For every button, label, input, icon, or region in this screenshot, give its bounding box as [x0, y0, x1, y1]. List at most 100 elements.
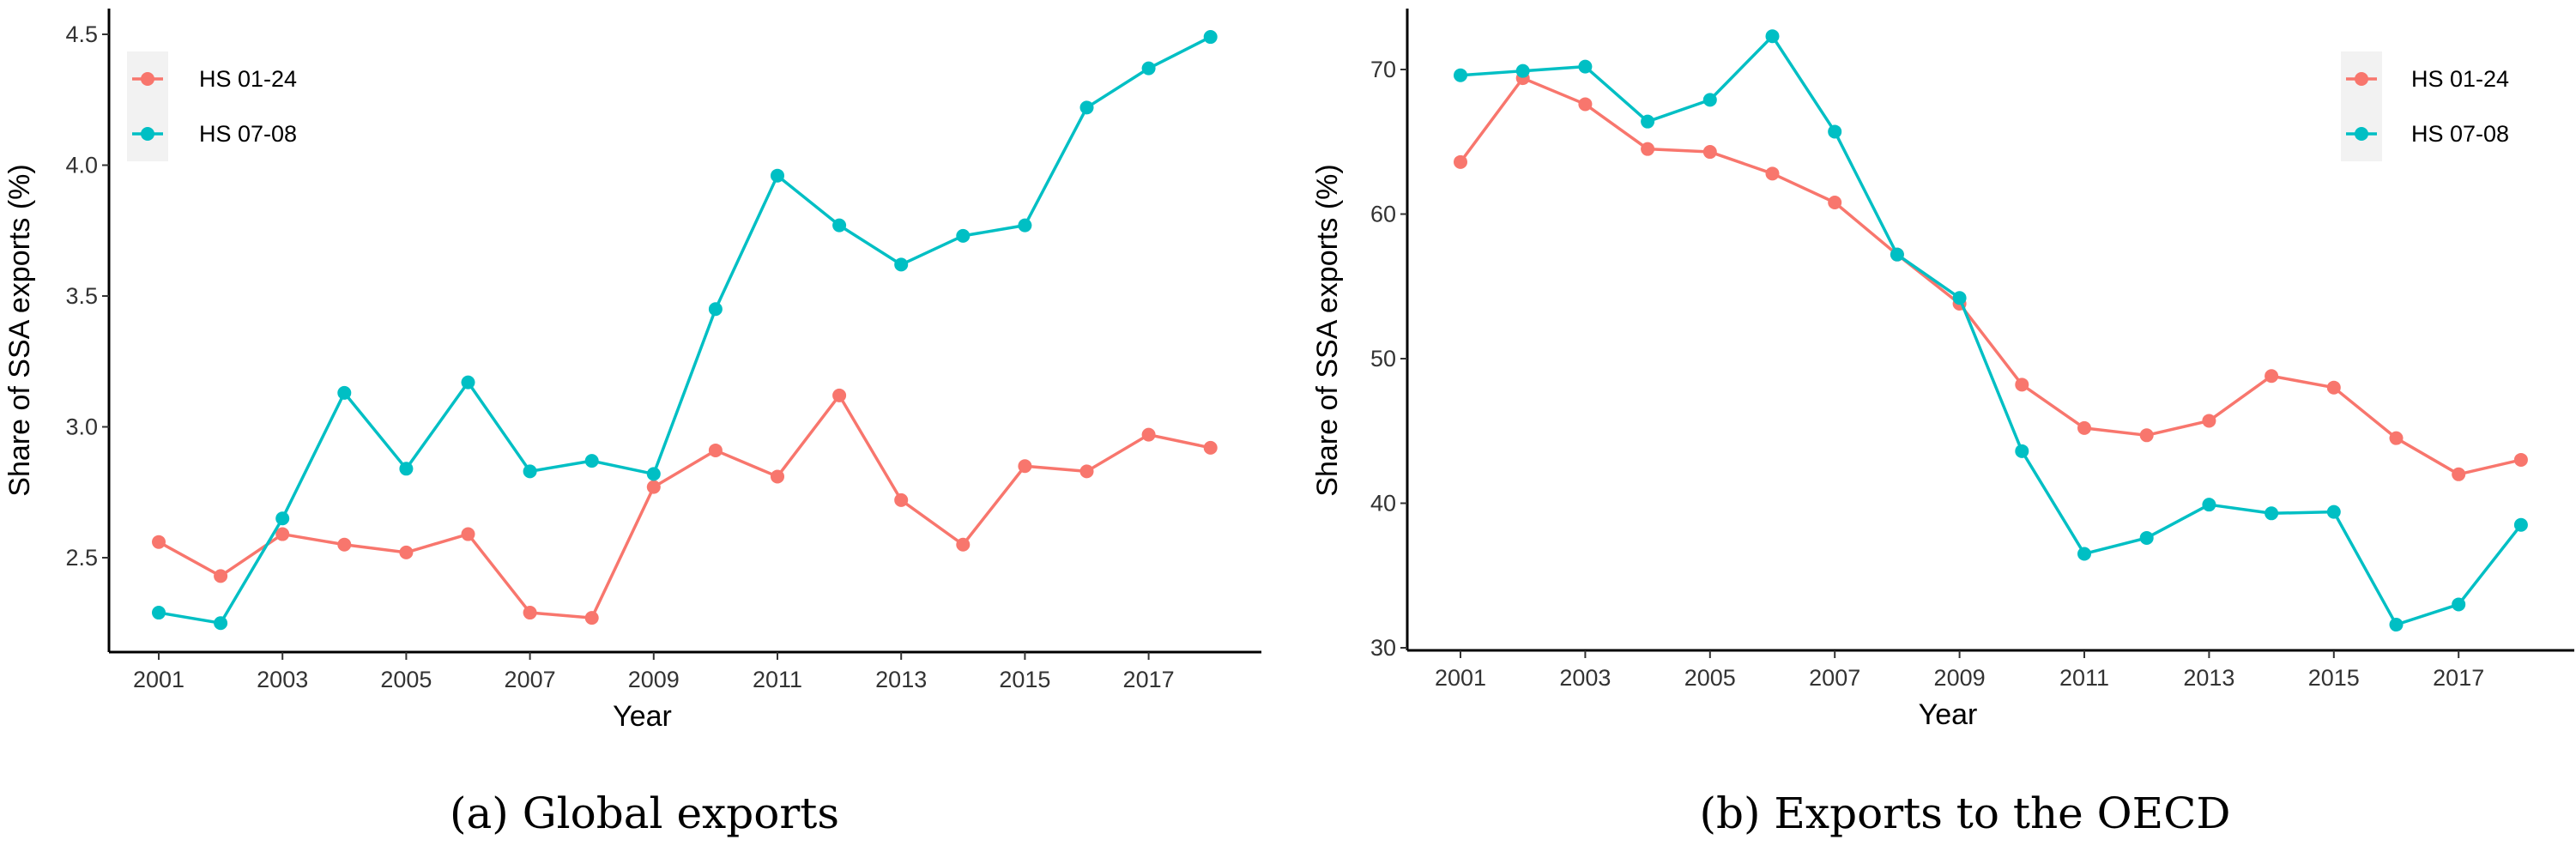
data-point	[2139, 530, 2154, 545]
data-point	[1454, 154, 1467, 169]
data-point	[1578, 97, 1593, 112]
data-point	[399, 462, 414, 476]
chart-panel-exports-oecd: 30 40 50 60 70 2001 2003 2005 2007 2009 2011 2013 20…	[1311, 9, 2574, 731]
data-point	[2326, 505, 2341, 519]
data-point	[275, 511, 290, 526]
data-point	[1641, 114, 1655, 129]
data-point	[214, 616, 228, 631]
legend-key-background	[127, 51, 168, 161]
x-tick-label: 2003	[257, 667, 308, 692]
data-point	[894, 492, 909, 507]
data-point	[708, 302, 723, 317]
data-point	[584, 454, 599, 468]
data-point	[214, 569, 228, 583]
x-tick-label: 2007	[505, 667, 556, 692]
x-tick-label: 2013	[2183, 665, 2234, 691]
data-point	[1018, 459, 1032, 474]
data-point	[2326, 380, 2341, 395]
data-point	[399, 545, 414, 559]
data-point	[1203, 30, 1218, 45]
x-axis-title: Year	[613, 700, 672, 733]
x-tick-label: 2007	[1809, 665, 1860, 691]
x-tick-label: 2001	[133, 667, 184, 692]
y-tick-label: 50	[1370, 346, 1396, 372]
legend-key-marker	[2355, 72, 2368, 86]
data-point	[1641, 142, 1655, 156]
x-tick-label: 2009	[628, 667, 680, 692]
x-tick-label: 2005	[1684, 665, 1736, 691]
y-tick-label: 4.0	[65, 153, 98, 178]
y-tick-label: 2.5	[65, 545, 98, 571]
legend-label: HS 07-08	[2411, 121, 2509, 147]
data-point	[646, 467, 661, 481]
data-point	[2015, 378, 2029, 392]
data-point	[2452, 467, 2466, 481]
data-point	[771, 469, 784, 484]
data-point	[1079, 464, 1094, 479]
data-point	[956, 228, 971, 243]
x-tick-label: 2009	[1934, 665, 1986, 691]
legend-key-marker	[2355, 127, 2368, 141]
chart-panel-global-exports: 2.5 3.0 3.5 4.0 4.5 2001 2003 2005 2007 2009 2011 2…	[3, 9, 1261, 733]
data-point	[708, 443, 723, 457]
data-point	[2452, 597, 2466, 612]
data-point	[1890, 247, 1904, 262]
data-point	[337, 537, 352, 552]
data-point	[152, 606, 166, 620]
data-point	[2265, 506, 2279, 521]
legend: HS 01-24 HS 07-08	[2341, 51, 2509, 161]
legend-key-marker	[141, 127, 154, 141]
data-point	[1702, 145, 1717, 160]
y-tick-label: 70	[1370, 57, 1396, 82]
series-hs-07-08	[1454, 29, 2528, 632]
data-point	[1702, 93, 1717, 107]
data-point	[2202, 498, 2216, 512]
y-axis-title: Share of SSA exports (%)	[1311, 164, 1344, 496]
data-point	[1454, 68, 1467, 82]
data-point	[1079, 100, 1094, 115]
data-point	[894, 257, 909, 272]
data-point	[523, 606, 537, 620]
data-point	[2015, 444, 2029, 458]
data-point	[2077, 420, 2091, 435]
legend-label: HS 01-24	[2411, 66, 2509, 92]
data-point	[1765, 29, 1780, 44]
data-point	[2139, 428, 2154, 443]
x-tick-label: 2011	[2059, 665, 2109, 691]
data-point	[832, 388, 847, 402]
legend-key-marker	[141, 72, 154, 86]
series-line	[158, 35, 1212, 625]
data-point	[1952, 291, 1967, 305]
data-point	[1828, 124, 1842, 139]
legend-label: HS 07-08	[199, 121, 297, 147]
data-point	[2077, 547, 2091, 561]
data-point	[1141, 61, 1156, 76]
series-hs-01-24	[152, 388, 1218, 625]
y-tick-label: 3.5	[65, 283, 98, 309]
data-point	[1828, 196, 1842, 210]
series-line	[1459, 76, 2522, 476]
y-tick-label: 60	[1370, 202, 1396, 227]
series-hs-07-08	[152, 30, 1218, 631]
data-point	[2265, 369, 2279, 384]
x-tick-label: 2017	[1123, 667, 1175, 692]
data-point	[771, 168, 784, 183]
x-tick-label: 2015	[2308, 665, 2360, 691]
data-point	[2513, 452, 2528, 467]
data-point	[956, 537, 971, 552]
data-point	[1578, 59, 1593, 74]
x-tick-label: 2003	[1559, 665, 1611, 691]
y-tick-label: 30	[1370, 635, 1396, 661]
caption-b: (b) Exports to the OECD	[1700, 789, 2231, 838]
data-point	[1765, 166, 1780, 181]
data-point	[2202, 414, 2216, 428]
data-point	[1203, 440, 1218, 455]
data-point	[1018, 218, 1032, 233]
x-tick-label: 2013	[875, 667, 927, 692]
data-point	[461, 527, 475, 541]
data-point	[2389, 431, 2404, 445]
data-point	[646, 480, 661, 494]
data-point	[523, 464, 537, 479]
x-tick-label: 2001	[1435, 665, 1486, 691]
